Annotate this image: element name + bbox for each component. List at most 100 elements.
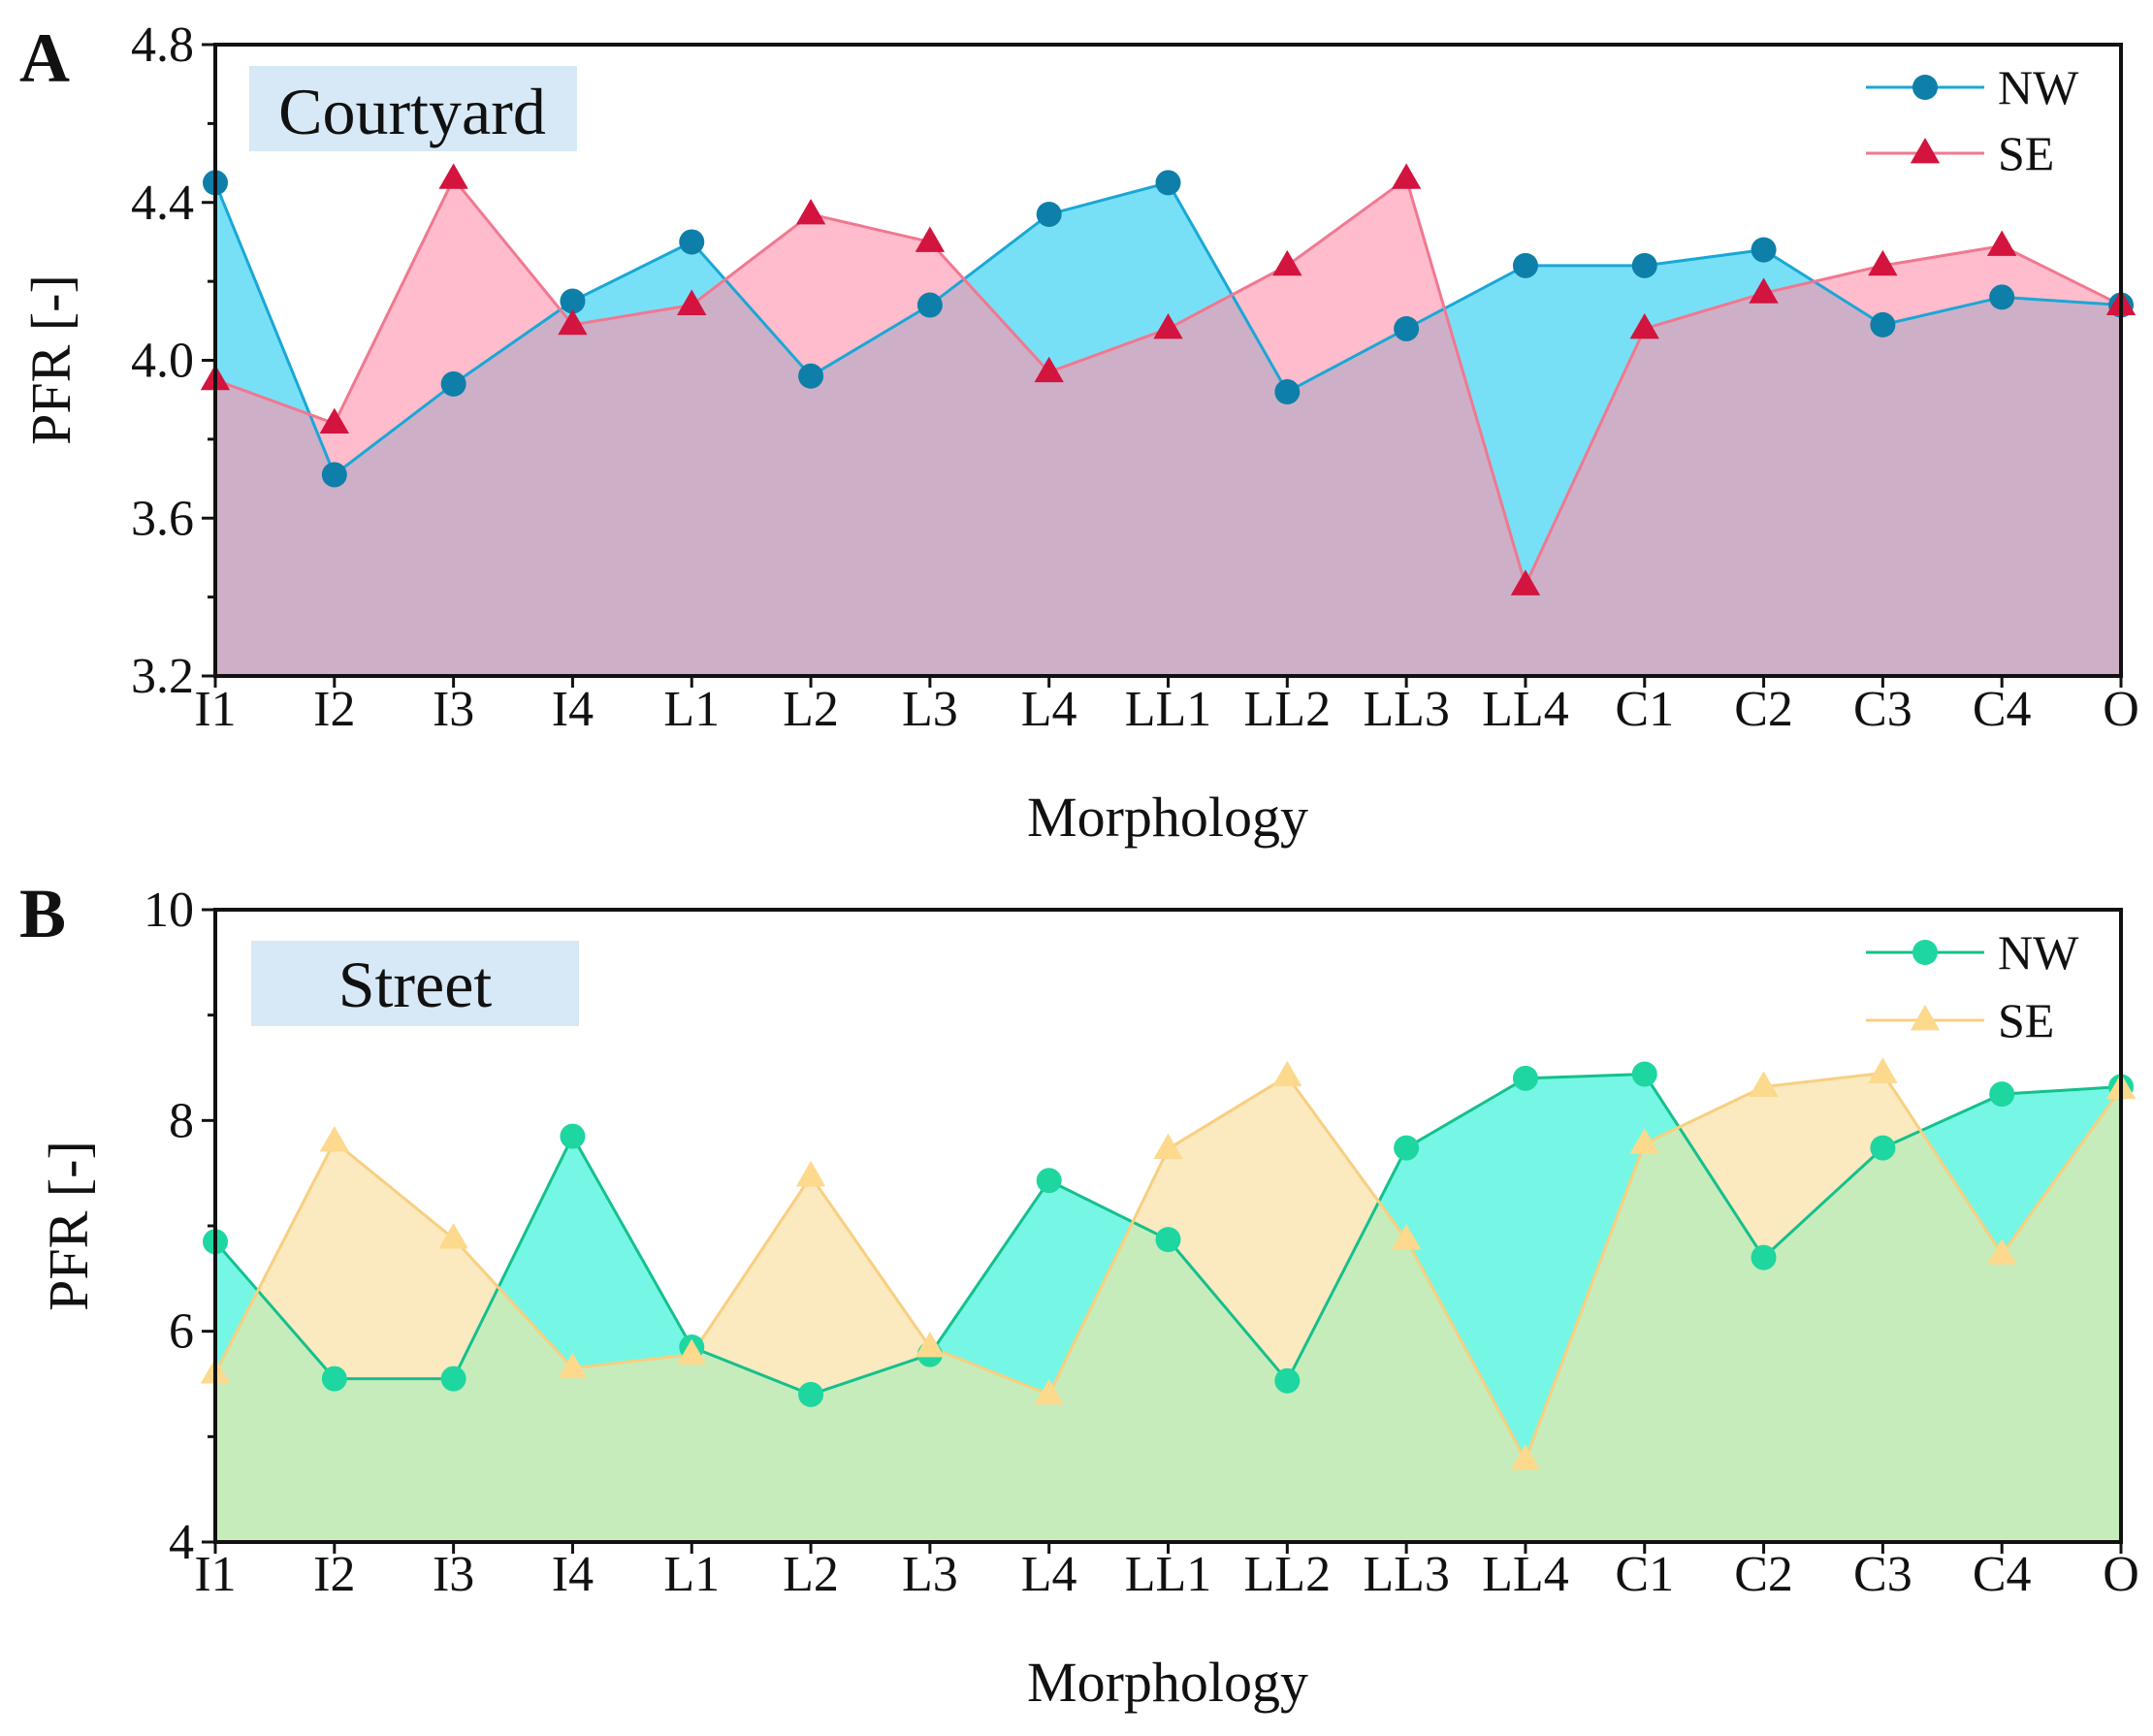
legend-nw-label-a: NW	[1998, 60, 2079, 114]
point-nw-ll2-a	[1274, 379, 1301, 405]
point-se-c3-b	[1868, 1057, 1898, 1083]
x-tick-label-l4-a: L4	[1021, 682, 1077, 737]
x-axis-title-a: Morphology	[1027, 786, 1308, 849]
point-nw-c4-b	[1989, 1081, 2015, 1108]
x-tick-label-i2-a: I2	[313, 682, 355, 737]
point-se-c1-a	[1629, 312, 1659, 339]
point-nw-c1-b	[1631, 1061, 1657, 1087]
x-tick-label-c4-b: C4	[1973, 1547, 2032, 1602]
point-nw-c2-b	[1751, 1244, 1777, 1270]
x-tick-label-c2-a: C2	[1734, 682, 1793, 737]
y-axis-title-b: PFR [-]	[37, 1141, 100, 1311]
x-tick-label-l3-a: L3	[902, 682, 958, 737]
x-tick-label-ll1-b: LL1	[1125, 1547, 1212, 1602]
panel-a-courtyard: I1 I2 I3 I4 L1 L2 L3 L4 LL1 LL2 LL3 LL4 C1 C2 C3 C4 O 3.2…	[19, 17, 2139, 849]
point-se-l4-a	[1034, 356, 1064, 383]
point-nw-i4-a	[560, 288, 586, 314]
x-tick-label-c1-b: C1	[1615, 1547, 1674, 1602]
y-tick-label-a: 3.6	[131, 491, 194, 546]
legend-b: NW SE	[1866, 925, 2079, 1047]
point-se-l4-b	[1034, 1378, 1064, 1405]
x-tick-label-c3-a: C3	[1853, 682, 1912, 737]
point-se-ll2-b	[1272, 1060, 1302, 1087]
x-tick-label-i2-b: I2	[313, 1547, 355, 1602]
panel-label-background-a	[249, 66, 577, 151]
y-tick-label-b: 4	[169, 1515, 194, 1570]
panel-label-background-b	[251, 941, 579, 1026]
y-tick-label-a: 4.4	[131, 176, 194, 231]
y-tick-label-b: 10	[144, 883, 194, 938]
legend-nw-marker-a	[1912, 75, 1938, 100]
y-tick-label-a: 3.2	[131, 649, 194, 704]
point-nw-ll1-a	[1155, 170, 1181, 196]
legend-se-marker-a	[1910, 138, 1941, 164]
point-se-l1-a	[677, 289, 707, 315]
x-tick-label-c3-b: C3	[1853, 1547, 1912, 1602]
panel-label-courtyard: Courtyard	[278, 75, 546, 148]
point-se-l3-a	[915, 226, 946, 252]
x-tick-label-i3-a: I3	[433, 682, 474, 737]
legend-se-label-b: SE	[1998, 993, 2054, 1047]
y-tick-label-b: 6	[169, 1304, 194, 1360]
point-nw-ll3-a	[1394, 315, 1420, 341]
y-tick-label-b: 8	[169, 1093, 194, 1148]
panel-letter-a: A	[19, 19, 70, 97]
point-nw-i4-b	[560, 1123, 586, 1149]
y-tick-label-a: 4.8	[131, 17, 194, 73]
point-se-ll2-a	[1272, 249, 1302, 276]
point-nw-ll4-b	[1512, 1065, 1538, 1091]
point-nw-i3-b	[440, 1366, 466, 1392]
point-se-ll3-a	[1391, 163, 1422, 189]
legend-nw-marker-b	[1912, 940, 1938, 965]
point-se-ll3-b	[1391, 1224, 1422, 1250]
point-se-i4-b	[558, 1352, 588, 1379]
x-tick-label-c4-a: C4	[1973, 682, 2032, 737]
point-se-ll4-b	[1510, 1444, 1541, 1470]
x-tick-label-l1-a: L1	[663, 682, 720, 737]
point-nw-c2-a	[1751, 237, 1777, 263]
point-se-i2-b	[319, 1126, 350, 1152]
point-nw-l2-b	[798, 1381, 824, 1407]
point-nw-i2-a	[321, 462, 347, 488]
point-se-l1-b	[677, 1338, 707, 1365]
point-nw-l2-a	[798, 363, 824, 389]
x-tick-label-ll1-a: LL1	[1125, 682, 1212, 737]
point-se-i3-b	[438, 1223, 468, 1249]
x-tick-label-ll3-a: LL3	[1363, 682, 1450, 737]
x-tick-label-ll3-b: LL3	[1363, 1547, 1450, 1602]
legend-a: NW SE	[1866, 60, 2079, 180]
point-nw-ll3-b	[1394, 1135, 1420, 1161]
point-nw-c3-b	[1870, 1135, 1896, 1161]
panel-label-street: Street	[338, 948, 493, 1021]
x-tick-label-i1-b: I1	[194, 1547, 236, 1602]
x-tick-label-l3-b: L3	[902, 1547, 958, 1602]
point-se-c1-b	[1629, 1128, 1659, 1154]
point-nw-ll4-a	[1512, 252, 1538, 278]
point-se-l2-b	[795, 1160, 826, 1187]
x-tick-label-i1-a: I1	[194, 682, 236, 737]
legend-se-label-a: SE	[1998, 126, 2054, 180]
x-tick-label-l2-a: L2	[783, 682, 839, 737]
point-se-ll1-b	[1153, 1133, 1183, 1160]
point-nw-c1-a	[1631, 252, 1657, 278]
x-tick-label-o-b: O	[2103, 1547, 2139, 1602]
point-nw-l4-a	[1036, 201, 1062, 227]
point-nw-l3-a	[916, 292, 943, 318]
point-nw-ll1-b	[1155, 1227, 1181, 1253]
point-se-i2-a	[319, 407, 350, 434]
panel-letter-b: B	[19, 875, 66, 952]
x-tick-label-ll4-b: LL4	[1482, 1547, 1569, 1602]
x-tick-label-ll2-a: LL2	[1244, 682, 1332, 737]
point-se-c4-a	[1986, 230, 2017, 256]
y-axis-title-a: PFR [-]	[19, 274, 82, 445]
point-nw-i3-a	[440, 370, 466, 397]
point-se-l3-b	[915, 1331, 946, 1358]
point-nw-c3-a	[1870, 311, 1896, 338]
point-nw-ll2-b	[1274, 1367, 1301, 1394]
point-se-l2-a	[795, 198, 826, 225]
x-tick-label-l2-b: L2	[783, 1547, 839, 1602]
area-overlap-a	[215, 278, 2121, 676]
y-tick-label-a: 4.0	[131, 334, 194, 389]
x-tick-label-i3-b: I3	[433, 1547, 474, 1602]
x-tick-label-ll4-a: LL4	[1482, 682, 1569, 737]
